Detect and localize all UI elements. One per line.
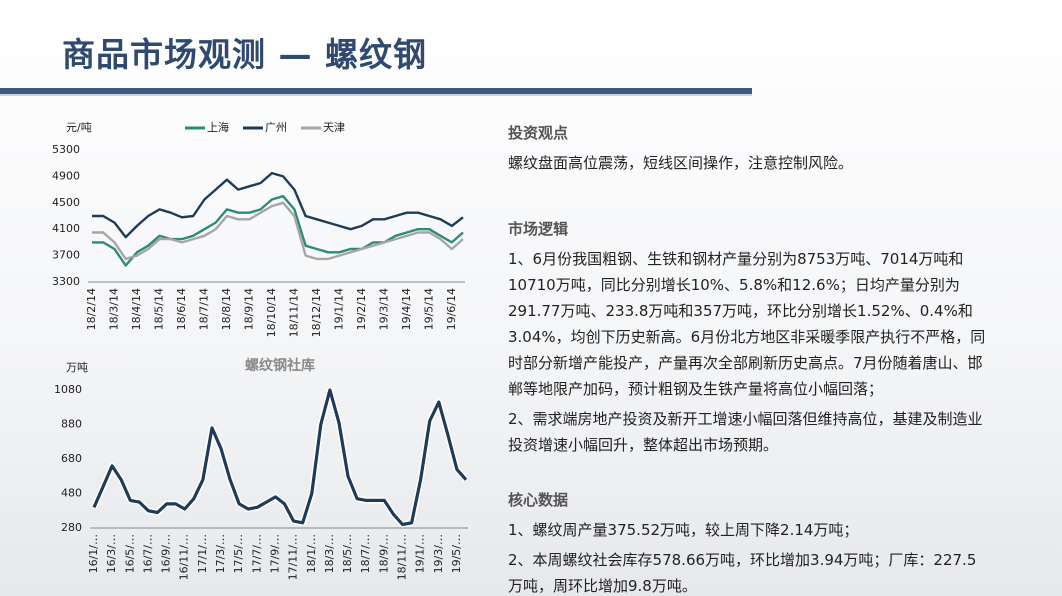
x-tick-label: 16/3/…	[105, 534, 118, 573]
x-tick-label: 18/11/14	[287, 288, 300, 337]
paragraph: 1、6月份我国粗钢、生铁和钢材产量分别为8753万吨、7014万吨和10710万…	[508, 250, 986, 398]
x-tick-label: 18/8/14	[220, 288, 233, 330]
x-tick-label: 18/1/…	[305, 534, 318, 573]
paragraph: 2、本周螺纹社会库存578.66万吨，环比增加3.94万吨；厂库：227.5万吨…	[508, 551, 977, 595]
x-tick-label: 18/9/14	[242, 288, 255, 330]
section: 市场逻辑 1、6月份我国粗钢、生铁和钢材产量分别为8753万吨、7014万吨和1…	[508, 216, 988, 462]
x-tick-label: 16/7/…	[141, 534, 154, 573]
title-bar-shadow	[0, 94, 752, 96]
legend-label: 广州	[265, 121, 287, 134]
legend-label: 上海	[207, 120, 229, 134]
section: 投资观点 螺纹盘面高位震荡，短线区间操作，注意控制风险。	[508, 120, 988, 180]
x-tick-label: 18/7/14	[197, 288, 210, 330]
y-tick-label: 680	[61, 452, 82, 465]
line	[92, 171, 464, 239]
x-tick-label: 18/11/…	[395, 534, 408, 580]
x-tick-label: 18/3/…	[323, 534, 336, 573]
paragraph: 1、螺纹周产量375.52万吨，较上周下降2.14万吨；	[508, 521, 859, 539]
y-tick-label: 880	[61, 418, 82, 431]
y-tick-label: 4100	[52, 222, 80, 235]
title-bar	[0, 88, 752, 94]
x-tick-label: 19/3/…	[432, 534, 445, 573]
x-tick-label: 19/4/14	[400, 288, 413, 330]
x-tick-label: 17/7/…	[250, 534, 263, 573]
line	[92, 195, 464, 267]
x-tick-label: 18/6/14	[175, 288, 188, 330]
section-heading: 投资观点	[508, 124, 569, 142]
section-heading: 核心数据	[508, 491, 569, 509]
section-heading: 市场逻辑	[508, 220, 569, 238]
y-tick-label: 480	[61, 487, 82, 500]
charts: 元/吨 3300 3700 4100 4500 4900 5300 18/2/14 18/3/1…	[52, 120, 469, 580]
x-tick-label: 16/11/…	[178, 534, 191, 580]
x-tick-label: 19/1/14	[332, 288, 345, 330]
y-tick-label: 5300	[52, 143, 80, 156]
x-tick-label: 19/2/14	[355, 288, 368, 330]
y-tick-label: 3300	[52, 275, 80, 288]
y-axis-label: 万吨	[66, 361, 88, 374]
y-tick-label: 3700	[52, 249, 80, 262]
x-tick-label: 18/12/14	[310, 288, 323, 337]
legend-label: 天津	[323, 121, 345, 134]
x-tick-label: 19/5/…	[450, 534, 463, 573]
section: 核心数据 1、螺纹周产量375.52万吨，较上周下降2.14万吨； 2、本周螺纹…	[508, 487, 988, 596]
line	[92, 388, 468, 527]
x-tick-label: 19/1/…	[414, 534, 427, 573]
y-tick-label: 4500	[52, 196, 80, 209]
x-tick-label: 17/5/…	[232, 534, 245, 573]
x-tick-label: 16/9/…	[160, 534, 173, 573]
y-axis-label: 元/吨	[66, 121, 92, 134]
x-tick-label: 17/11/…	[287, 534, 300, 580]
line	[92, 201, 464, 261]
x-tick-label: 19/3/14	[377, 288, 390, 330]
paragraph: 螺纹盘面高位震荡，短线区间操作，注意控制风险。	[508, 154, 854, 172]
x-tick-label: 17/1/…	[196, 534, 209, 573]
line-halo	[91, 386, 469, 528]
y-tick-label: 4900	[52, 169, 80, 182]
x-tick-label: 19/5/14	[422, 288, 435, 330]
y-tick-label: 280	[61, 521, 82, 534]
x-tick-label: 18/10/14	[265, 288, 278, 337]
x-tick-label: 19/6/14	[445, 288, 458, 330]
x-tick-label: 18/5/…	[341, 534, 354, 573]
x-tick-label: 18/7/…	[359, 534, 372, 573]
slide-title: 商品市场观测 — 螺纹钢	[62, 35, 427, 74]
x-tick-label: 18/4/14	[130, 288, 143, 330]
x-tick-label: 16/1/…	[87, 534, 100, 573]
paragraph: 2、需求端房地产投资及新开工增速小幅回落但维持高位，基建及制造业投资增速小幅回升…	[508, 410, 983, 454]
x-tick-label: 18/3/14	[107, 288, 120, 330]
x-tick-label: 18/2/14	[85, 288, 98, 330]
x-tick-label: 17/3/…	[214, 534, 227, 573]
x-tick-label: 18/5/14	[152, 288, 165, 330]
y-tick-label: 1080	[54, 383, 82, 396]
x-tick-label: 16/5/…	[123, 534, 136, 573]
x-tick-label: 17/9/…	[268, 534, 281, 573]
x-tick-label: 18/9/…	[377, 534, 390, 573]
chart-title: 螺纹钢社库	[245, 357, 315, 374]
